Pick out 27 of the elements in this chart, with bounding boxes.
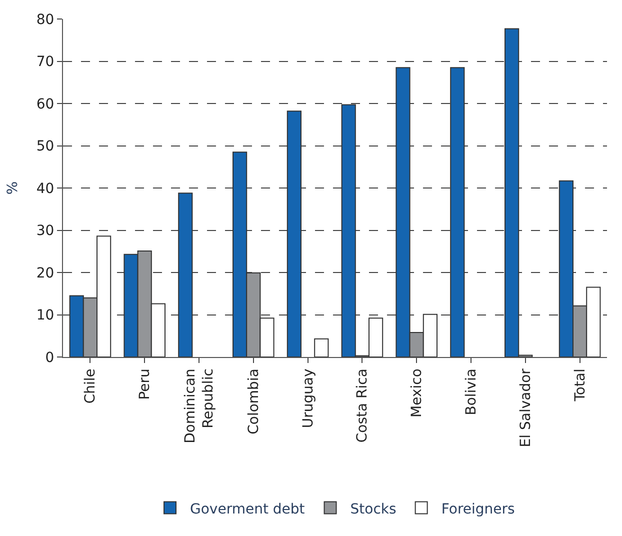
x-tick-label: Dominican Republic [182, 368, 217, 444]
bar [178, 192, 193, 357]
x-tick-label: Peru [137, 368, 154, 400]
y-tick-label: 40 [36, 180, 54, 197]
x-tick-label: Bolivia [464, 368, 480, 416]
y-axis-title: % [4, 181, 21, 195]
x-tick-label: Total [572, 368, 588, 402]
legend-label: Stocks [350, 501, 396, 518]
y-tick-label: 60 [36, 96, 54, 112]
y-tick-label: 30 [36, 223, 54, 240]
y-tick-label: 50 [36, 138, 54, 155]
x-tick-label: Uruguay [300, 368, 316, 428]
x-tick-label: Colombia [246, 368, 262, 434]
legend-label: Goverment debt [190, 501, 306, 518]
bar [314, 338, 329, 357]
bar [450, 67, 465, 357]
bar [286, 110, 302, 357]
x-tick-label: Costa Rica [354, 368, 371, 443]
legend-label: Foreigners [441, 501, 515, 518]
y-tick-label: 10 [36, 308, 54, 324]
x-tick-label: El Salvador [518, 368, 534, 448]
y-tick-label: 0 [45, 350, 54, 366]
y-tick-label: 20 [36, 265, 54, 282]
y-tick-label: 80 [36, 12, 54, 28]
y-tick-label: 70 [36, 54, 54, 70]
x-tick-label: Mexico [409, 368, 426, 418]
x-tick-label: Chile [82, 368, 99, 404]
